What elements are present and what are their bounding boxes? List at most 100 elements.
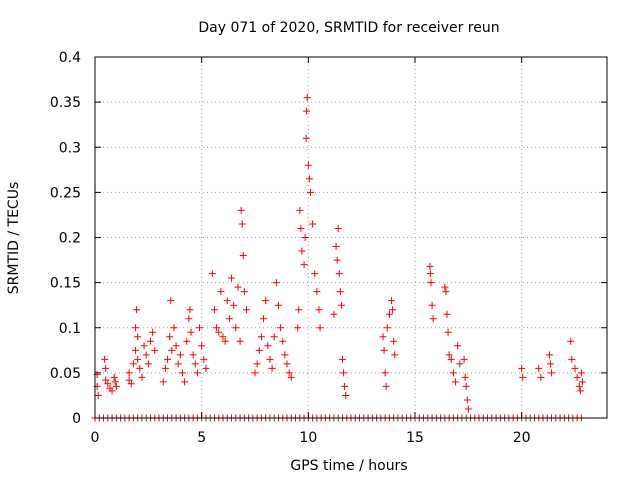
- data-point: [382, 382, 390, 390]
- data-point: [208, 270, 216, 278]
- data-point: [108, 387, 116, 395]
- data-point: [228, 274, 236, 282]
- data-point: [255, 346, 263, 354]
- data-point: [277, 324, 285, 332]
- data-point: [132, 324, 140, 332]
- data-point: [577, 369, 585, 377]
- data-point: [217, 288, 225, 296]
- data-point: [546, 360, 554, 368]
- data-point: [287, 373, 295, 381]
- data-point: [210, 306, 218, 314]
- y-axis-label: SRMTID / TECUs: [6, 182, 22, 295]
- data-point: [240, 288, 248, 296]
- data-point: [178, 369, 186, 377]
- data-point: [309, 220, 317, 228]
- data-point: [334, 224, 342, 232]
- data-point: [301, 234, 309, 241]
- data-point: [166, 333, 174, 341]
- data-point: [161, 364, 169, 372]
- data-point: [296, 206, 304, 214]
- data-point: [304, 161, 312, 169]
- data-point: [444, 328, 452, 336]
- data-point: [295, 306, 303, 314]
- data-point: [316, 324, 324, 332]
- data-point: [335, 270, 343, 278]
- data-point: [183, 337, 191, 345]
- data-point: [164, 355, 172, 363]
- data-point: [333, 256, 341, 264]
- data-point: [428, 301, 436, 309]
- data-point: [215, 328, 223, 336]
- data-point: [257, 333, 265, 341]
- data-point: [447, 355, 455, 363]
- data-point: [149, 328, 157, 336]
- data-point: [573, 373, 581, 381]
- data-point: [102, 376, 110, 384]
- data-point: [443, 310, 451, 318]
- data-point: [104, 380, 112, 388]
- data-point: [452, 378, 460, 386]
- data-point: [239, 252, 247, 260]
- data-point: [200, 355, 208, 363]
- data-point: [460, 355, 468, 363]
- data-point: [303, 94, 311, 102]
- data-point: [274, 301, 282, 309]
- data-point: [191, 360, 199, 368]
- grid-lines: [95, 57, 607, 418]
- data-point: [110, 373, 118, 381]
- data-point: [381, 369, 389, 377]
- data-point: [385, 310, 393, 318]
- data-point: [133, 306, 141, 314]
- data-point: [170, 324, 178, 332]
- data-point: [388, 297, 396, 305]
- data-point: [390, 337, 398, 345]
- data-point: [342, 391, 350, 399]
- x-tick-label: 10: [299, 430, 317, 446]
- data-point: [445, 351, 453, 359]
- data-point: [134, 333, 142, 341]
- data-point: [94, 391, 102, 399]
- data-point: [330, 310, 338, 318]
- data-point: [454, 342, 462, 350]
- data-point: [389, 306, 397, 314]
- x-tick-label: 0: [91, 430, 100, 446]
- data-point: [426, 262, 434, 270]
- data-point: [242, 306, 250, 314]
- data-point: [303, 107, 311, 115]
- y-tick-label: 0.1: [59, 321, 81, 337]
- data-point: [213, 324, 221, 332]
- data-point: [518, 364, 526, 372]
- data-point: [262, 297, 270, 305]
- data-point: [185, 315, 193, 323]
- data-point: [167, 297, 175, 305]
- y-tick-label: 0.05: [50, 366, 81, 382]
- data-point: [571, 364, 579, 372]
- data-point: [336, 288, 344, 296]
- data-point: [189, 351, 197, 359]
- data-point: [236, 337, 244, 345]
- data-point: [456, 360, 464, 368]
- y-tick-label: 0.25: [50, 185, 81, 201]
- data-point: [449, 369, 457, 377]
- data-point: [146, 337, 154, 345]
- data-point: [270, 333, 278, 341]
- data-point: [442, 288, 450, 296]
- data-point: [537, 373, 545, 381]
- data-point: [461, 373, 469, 381]
- data-point: [237, 206, 245, 214]
- data-point: [112, 382, 120, 390]
- data-point: [305, 175, 313, 183]
- y-tick-label: 0.15: [50, 276, 81, 292]
- data-point: [298, 247, 306, 255]
- data-point: [337, 301, 345, 309]
- data-point: [575, 382, 583, 390]
- data-point: [225, 315, 233, 323]
- y-tick-label: 0.3: [59, 140, 81, 156]
- data-point: [125, 369, 133, 377]
- data-point: [462, 382, 470, 390]
- data-point: [260, 315, 268, 323]
- data-point: [111, 378, 119, 386]
- data-point: [311, 270, 319, 278]
- data-point: [383, 324, 391, 332]
- data-point: [427, 279, 435, 287]
